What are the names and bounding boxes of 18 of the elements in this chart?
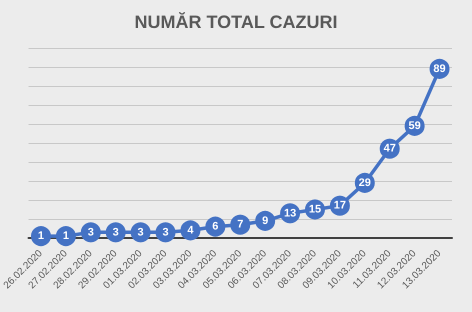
- data-label: 1: [62, 230, 69, 242]
- data-label: 15: [308, 204, 322, 216]
- data-label: 89: [433, 62, 446, 75]
- data-label: 3: [138, 226, 144, 238]
- chart-title: NUMĂR TOTAL CAZURI: [134, 12, 338, 32]
- data-label: 13: [284, 207, 296, 220]
- data-label: 6: [212, 220, 218, 233]
- data-label: 1: [38, 230, 44, 242]
- data-label: 3: [88, 226, 94, 238]
- data-label: 3: [162, 226, 169, 238]
- data-label: 47: [384, 142, 396, 155]
- data-label: 29: [358, 176, 371, 189]
- data-label: 7: [237, 218, 244, 231]
- data-label: 3: [112, 226, 119, 238]
- data-label: 9: [262, 214, 268, 227]
- data-label: 17: [334, 200, 346, 212]
- data-label: 59: [408, 120, 421, 132]
- data-label: 4: [187, 224, 194, 236]
